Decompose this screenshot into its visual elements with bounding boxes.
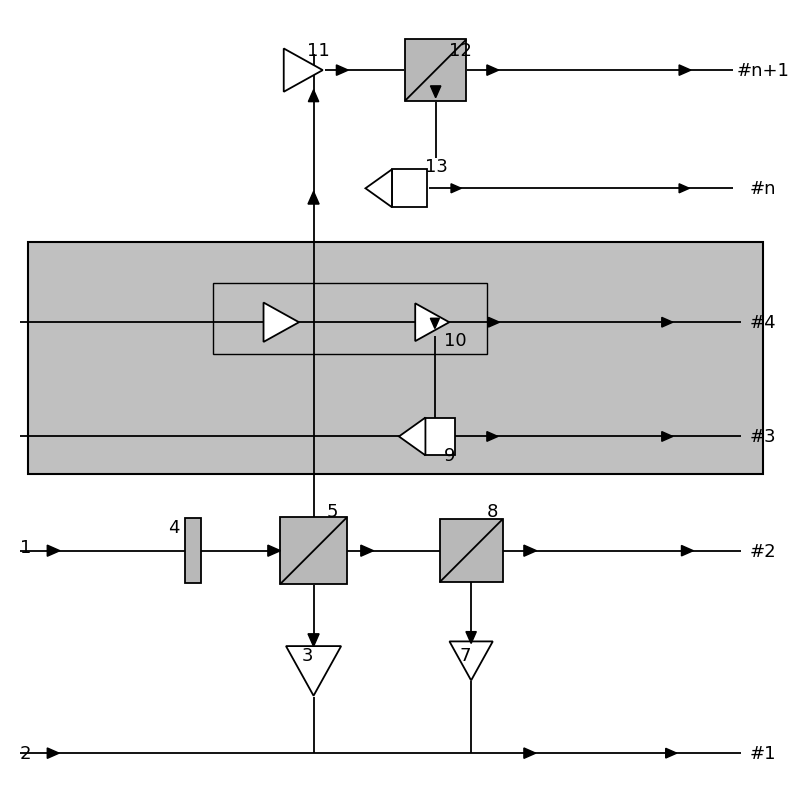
Bar (213, 283, 487, 354)
Polygon shape (47, 748, 59, 758)
Polygon shape (337, 66, 348, 76)
Text: #n+1: #n+1 (737, 62, 790, 80)
Polygon shape (679, 66, 691, 76)
Polygon shape (451, 185, 462, 194)
Polygon shape (487, 66, 498, 76)
Text: #2: #2 (750, 542, 777, 560)
Polygon shape (450, 642, 493, 681)
Text: 4: 4 (167, 519, 179, 536)
Polygon shape (399, 418, 426, 456)
Bar (405, 40, 466, 102)
Polygon shape (430, 319, 439, 329)
Text: 13: 13 (426, 158, 448, 176)
Text: 11: 11 (307, 43, 330, 60)
Polygon shape (489, 318, 499, 328)
Text: #4: #4 (750, 314, 777, 332)
Polygon shape (263, 304, 299, 343)
Text: 1: 1 (20, 538, 31, 556)
Polygon shape (430, 87, 441, 99)
Polygon shape (524, 545, 537, 556)
Bar (392, 170, 427, 208)
Bar (280, 518, 347, 585)
Bar (440, 520, 502, 582)
Bar (27, 243, 762, 475)
Polygon shape (487, 432, 498, 442)
Polygon shape (286, 646, 341, 696)
Polygon shape (268, 545, 281, 556)
Polygon shape (415, 304, 450, 342)
Text: #1: #1 (750, 744, 777, 762)
Text: 2: 2 (20, 744, 31, 762)
Text: 7: 7 (459, 646, 470, 664)
Polygon shape (662, 432, 673, 442)
Polygon shape (308, 91, 318, 103)
Text: 10: 10 (443, 331, 466, 349)
Polygon shape (308, 192, 319, 205)
Polygon shape (524, 748, 536, 758)
Polygon shape (466, 632, 476, 644)
Polygon shape (679, 185, 690, 194)
Polygon shape (666, 748, 677, 758)
Text: 12: 12 (449, 43, 472, 60)
Polygon shape (361, 545, 374, 556)
Polygon shape (308, 634, 319, 646)
Polygon shape (662, 318, 673, 328)
Text: #3: #3 (750, 428, 777, 446)
Text: 9: 9 (443, 446, 455, 464)
Text: #n: #n (750, 180, 777, 198)
Bar (185, 519, 201, 583)
Polygon shape (284, 50, 322, 92)
Polygon shape (47, 545, 60, 556)
Polygon shape (682, 546, 694, 556)
Text: 3: 3 (302, 646, 313, 664)
Text: 5: 5 (327, 503, 338, 520)
Polygon shape (366, 170, 392, 208)
Text: 8: 8 (487, 503, 498, 520)
Bar (426, 418, 455, 456)
